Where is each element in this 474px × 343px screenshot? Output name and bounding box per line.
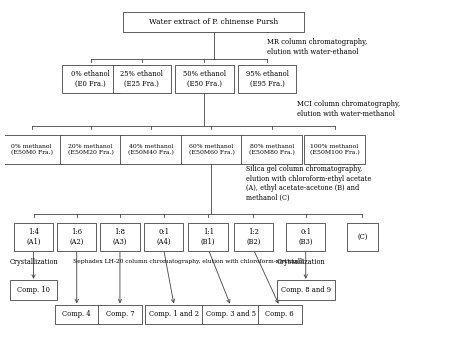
FancyBboxPatch shape	[238, 65, 296, 93]
FancyBboxPatch shape	[14, 223, 53, 251]
Text: 40% methanol
(E50M40 Fra.): 40% methanol (E50M40 Fra.)	[128, 144, 174, 155]
FancyBboxPatch shape	[241, 135, 302, 164]
Text: 0:1
(B3): 0:1 (B3)	[299, 228, 313, 246]
FancyBboxPatch shape	[100, 223, 140, 251]
FancyBboxPatch shape	[234, 223, 273, 251]
Text: Water extract of P. chinense Pursh: Water extract of P. chinense Pursh	[149, 18, 278, 26]
Text: Crystallization: Crystallization	[9, 258, 58, 265]
Text: MCI column chromatography,
elution with water-methanol: MCI column chromatography, elution with …	[297, 100, 401, 118]
FancyBboxPatch shape	[60, 135, 121, 164]
FancyBboxPatch shape	[1, 135, 63, 164]
Text: 0:1
(A4): 0:1 (A4)	[156, 228, 171, 246]
Text: 95% ethanol
(E95 Fra.): 95% ethanol (E95 Fra.)	[246, 70, 289, 88]
FancyBboxPatch shape	[258, 305, 302, 324]
FancyBboxPatch shape	[62, 65, 120, 93]
Text: Sephadex LH-20 column chromatography, elution with chloroform-methanol: Sephadex LH-20 column chromatography, el…	[73, 259, 304, 264]
Text: 1:2
(B2): 1:2 (B2)	[246, 228, 260, 246]
Text: Comp. 8 and 9: Comp. 8 and 9	[281, 286, 331, 294]
Text: Comp. 1 and 2: Comp. 1 and 2	[149, 310, 199, 318]
Text: MR column chromatography,
elution with water-ethanol: MR column chromatography, elution with w…	[267, 38, 367, 56]
FancyBboxPatch shape	[10, 280, 57, 299]
Text: 20% methanol
(E50M20 Fra.): 20% methanol (E50M20 Fra.)	[68, 144, 114, 155]
Text: Comp. 4: Comp. 4	[63, 310, 91, 318]
Text: Comp. 7: Comp. 7	[106, 310, 134, 318]
Text: (C): (C)	[357, 233, 368, 241]
FancyBboxPatch shape	[286, 223, 326, 251]
FancyBboxPatch shape	[277, 280, 335, 299]
Text: 0% ethanol
(E0 Fra.): 0% ethanol (E0 Fra.)	[71, 70, 110, 88]
Text: Comp. 3 and 5: Comp. 3 and 5	[206, 310, 256, 318]
FancyBboxPatch shape	[202, 305, 260, 324]
Text: 80% methanol
(E50M80 Fra.): 80% methanol (E50M80 Fra.)	[249, 144, 295, 155]
FancyBboxPatch shape	[57, 223, 97, 251]
FancyBboxPatch shape	[181, 135, 242, 164]
Text: Comp. 10: Comp. 10	[17, 286, 50, 294]
Text: 100% methanol
(E50M100 Fra.): 100% methanol (E50M100 Fra.)	[310, 144, 359, 155]
Text: 25% ethanol
(E25 Fra.): 25% ethanol (E25 Fra.)	[120, 70, 163, 88]
Text: 1:4
(A1): 1:4 (A1)	[26, 228, 41, 246]
FancyBboxPatch shape	[113, 65, 171, 93]
Text: Comp. 6: Comp. 6	[265, 310, 294, 318]
Text: 50% ethanol
(E50 Fra.): 50% ethanol (E50 Fra.)	[183, 70, 226, 88]
FancyBboxPatch shape	[55, 305, 99, 324]
Text: 1:8
(A3): 1:8 (A3)	[113, 228, 127, 246]
FancyBboxPatch shape	[98, 305, 142, 324]
FancyBboxPatch shape	[123, 12, 304, 32]
Text: 1:6
(A2): 1:6 (A2)	[70, 228, 84, 246]
FancyBboxPatch shape	[347, 223, 377, 251]
Text: 1:1
(B1): 1:1 (B1)	[201, 228, 216, 246]
FancyBboxPatch shape	[304, 135, 365, 164]
Text: Crystallization: Crystallization	[276, 258, 325, 265]
FancyBboxPatch shape	[120, 135, 182, 164]
Text: 0% methanol
(E50M0 Fra.): 0% methanol (E50M0 Fra.)	[11, 144, 53, 155]
Text: Silica gel column chromatography,
elution with chloroform-ethyl acetate
(A), eth: Silica gel column chromatography, elutio…	[246, 165, 372, 202]
FancyBboxPatch shape	[144, 223, 183, 251]
FancyBboxPatch shape	[189, 223, 228, 251]
Text: 60% methanol
(E50M60 Fra.): 60% methanol (E50M60 Fra.)	[189, 144, 234, 155]
FancyBboxPatch shape	[145, 305, 203, 324]
FancyBboxPatch shape	[175, 65, 234, 93]
